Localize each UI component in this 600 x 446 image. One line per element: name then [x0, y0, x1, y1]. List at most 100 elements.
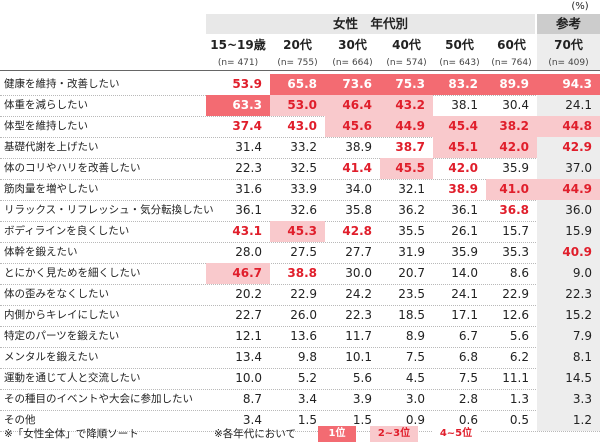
row-label: その種目のイベントや大会に参加したい	[4, 393, 193, 405]
value-cell: 35.8	[345, 203, 372, 217]
value-cell: 45.3	[270, 221, 325, 242]
column-age-label: 40代	[392, 38, 421, 52]
table-row: 健康を維持・改善したい 53.9 65.8 73.6 75.3 83.2 89.9 94.3	[0, 74, 600, 96]
row-label: 体型を維持したい	[4, 120, 88, 132]
row-label: 内側からキレイにしたい	[4, 309, 120, 321]
value-cell: 17.1	[451, 308, 478, 322]
value-cell: 1.5	[352, 413, 372, 427]
value-cell: 37.4	[232, 119, 262, 133]
column-age-label: 30代	[338, 38, 367, 52]
value-cell: 36.1	[451, 203, 478, 217]
row-label: 体のコリやハリを改善したい	[4, 162, 141, 174]
table-row: 特定のパーツを鍛えたい 12.1 13.6 11.7 8.9 6.7 5.6 7.9	[0, 326, 600, 348]
value-cell: 30.0	[345, 266, 372, 280]
value-cell: 35.3	[502, 245, 529, 259]
value-cell: 32.5	[290, 161, 317, 175]
row-label: 健康を維持・改善したい	[4, 78, 120, 90]
value-cell: 22.3	[345, 308, 372, 322]
row-label: メンタルを鍛えたい	[4, 351, 99, 363]
table-row: 体型を維持したい 37.4 43.0 45.6 44.9 45.4 38.2 44.8	[0, 116, 600, 138]
value-cell: 43.0	[287, 119, 317, 133]
value-cell: 42.0	[486, 137, 537, 158]
value-cell: 15.2	[537, 305, 600, 326]
table-row: メンタルを鍛えたい 13.4 9.8 10.1 7.5 6.8 6.2 8.1	[0, 347, 600, 369]
value-cell: 1.3	[509, 392, 529, 406]
value-cell: 31.6	[235, 182, 262, 196]
value-cell: 28.0	[235, 245, 262, 259]
value-cell: 45.6	[325, 116, 380, 137]
column-sample-size: (n= 409)	[548, 58, 589, 68]
column-sample-size: (n= 471)	[217, 58, 259, 68]
row-label: 体重を減らしたい	[4, 99, 88, 111]
row-label: 特定のパーツを鍛えたい	[4, 330, 120, 342]
column-sample-size: (n= 574)	[386, 58, 427, 68]
value-cell: 38.7	[395, 140, 425, 154]
value-cell: 35.9	[451, 245, 478, 259]
value-cell: 31.9	[398, 245, 425, 259]
value-cell: 26.0	[290, 308, 317, 322]
value-cell: 32.6	[290, 203, 317, 217]
value-cell: 94.3	[537, 74, 600, 95]
row-label: とにかく見ためを細くしたい	[4, 267, 141, 279]
row-label: その他	[4, 414, 36, 426]
value-cell: 53.0	[270, 95, 325, 116]
value-cell: 8.6	[509, 266, 529, 280]
column-sample-size: (n= 764)	[491, 58, 532, 68]
value-cell: 23.5	[398, 287, 425, 301]
value-cell: 75.3	[380, 74, 433, 95]
value-cell: 30.4	[502, 98, 529, 112]
value-cell: 18.5	[398, 308, 425, 322]
value-cell: 43.1	[232, 224, 262, 238]
table-row: その種目のイベントや大会に参加したい 8.7 3.4 3.9 3.0 2.8 1.3 3.3	[0, 389, 600, 411]
column-age-label: 15~19歳	[210, 38, 266, 52]
value-cell: 5.6	[352, 371, 372, 385]
value-cell: 3.4	[297, 392, 317, 406]
value-cell: 26.1	[451, 224, 478, 238]
value-cell: 0.5	[509, 413, 529, 427]
value-cell: 27.7	[345, 245, 372, 259]
value-cell: 36.8	[499, 203, 529, 217]
value-cell: 24.1	[451, 287, 478, 301]
value-cell: 14.0	[451, 266, 478, 280]
value-cell: 34.0	[345, 182, 372, 196]
table-row: 体の歪みをなくしたい 20.2 22.9 24.2 23.5 24.1 22.9 22.3	[0, 284, 600, 306]
value-cell: 10.1	[345, 350, 372, 364]
value-cell: 1.2	[537, 410, 600, 431]
value-cell: 53.9	[232, 77, 262, 91]
value-cell: 45.4	[433, 116, 486, 137]
column-header-2: 30代 (n= 664)	[325, 34, 380, 70]
value-cell: 24.2	[345, 287, 372, 301]
column-header-6: 70代 (n= 409)	[537, 34, 600, 70]
header-divider	[0, 70, 600, 71]
value-cell: 9.8	[297, 350, 317, 364]
value-cell: 22.3	[537, 284, 600, 305]
value-cell: 3.3	[537, 389, 600, 410]
value-cell: 46.4	[325, 95, 380, 116]
value-cell: 15.9	[537, 221, 600, 242]
legend-rank4-5: 4~5位	[432, 426, 480, 442]
value-cell: 43.2	[380, 95, 433, 116]
row-label: 筋肉量を増やしたい	[4, 183, 99, 195]
table-row: その他 3.4 1.5 1.5 0.9 0.6 0.5 1.2	[0, 410, 600, 432]
column-header-1: 20代 (n= 755)	[270, 34, 325, 70]
column-sample-size: (n= 755)	[277, 58, 318, 68]
value-cell: 37.0	[537, 158, 600, 179]
value-cell: 3.9	[352, 392, 372, 406]
value-cell: 73.6	[325, 74, 380, 95]
table-row: 筋肉量を増やしたい 31.6 33.9 34.0 32.1 38.9 41.0 44.9	[0, 179, 600, 201]
value-cell: 7.5	[405, 350, 425, 364]
value-cell: 1.5	[297, 413, 317, 427]
legend-note: ※各年代において	[214, 428, 296, 440]
value-cell: 22.3	[235, 161, 262, 175]
row-label: ボディラインを良くしたい	[4, 225, 130, 237]
column-age-label: 50代	[445, 38, 474, 52]
value-cell: 6.7	[458, 329, 478, 343]
value-cell: 41.0	[486, 179, 537, 200]
column-age-label: 20代	[283, 38, 312, 52]
column-header-3: 40代 (n= 574)	[380, 34, 433, 70]
table-row: とにかく見ためを細くしたい 46.7 38.8 30.0 20.7 14.0 8.6 9.0	[0, 263, 600, 285]
value-cell: 15.7	[502, 224, 529, 238]
value-cell: 9.0	[537, 263, 600, 284]
value-cell: 44.9	[380, 116, 433, 137]
value-cell: 36.0	[537, 200, 600, 221]
